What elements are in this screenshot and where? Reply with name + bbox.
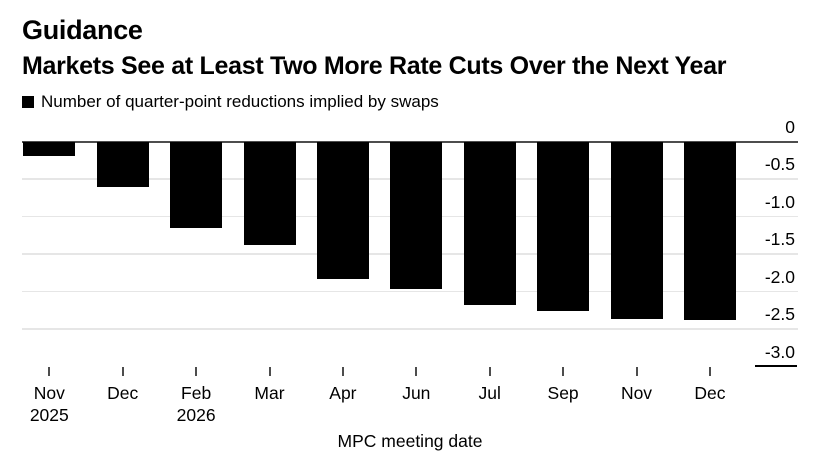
x-axis-label-month: Feb: [181, 383, 212, 403]
legend-label: Number of quarter-point reductions impli…: [41, 92, 439, 111]
chart-eyebrow-title: Guidance: [22, 15, 143, 45]
legend: Number of quarter-point reductions impli…: [22, 92, 439, 112]
bar-apr-4: [316, 142, 369, 279]
y-axis-label: -3.0: [764, 341, 795, 362]
x-axis-tick: [708, 367, 711, 376]
y-axis-label: -2.0: [764, 266, 795, 287]
x-axis-tick: [268, 367, 271, 376]
x-axis-tick: [341, 367, 344, 376]
x-axis-label-year: 2026: [176, 405, 216, 425]
y-axis-label: -0.5: [764, 154, 795, 175]
bar-sep-7: [537, 142, 590, 312]
y-axis-end-stub: [755, 365, 797, 368]
x-axis-tick: [488, 367, 491, 376]
x-axis-label-month: Jun: [402, 383, 431, 403]
x-axis-label-month: Sep: [547, 383, 579, 403]
bar-jun-5: [390, 142, 443, 289]
x-axis-label-month: Apr: [329, 383, 357, 403]
x-axis-label-year: 2025: [29, 405, 69, 425]
x-axis-title: MPC meeting date: [337, 431, 483, 451]
y-axis-label: -1.5: [764, 229, 795, 250]
bar-feb-2: [170, 142, 223, 228]
y-axis-label: -1.0: [764, 191, 795, 212]
legend-swatch-icon: [22, 96, 34, 108]
zero-baseline: [22, 140, 798, 143]
x-axis-tick: [48, 367, 51, 376]
x-axis-tick: [415, 367, 418, 376]
x-axis-tick: [635, 367, 638, 376]
x-axis-label-month: Mar: [254, 383, 285, 403]
x-axis-tick: [195, 367, 198, 376]
bar-dec-9: [683, 142, 736, 321]
bar-mar-3: [243, 142, 296, 246]
chart-headline: Markets See at Least Two More Rate Cuts …: [22, 52, 727, 80]
bar-jul-6: [463, 142, 516, 306]
x-axis-tick: [121, 367, 124, 376]
x-axis-tick: [562, 367, 565, 376]
gridline: [22, 290, 798, 293]
bar-dec-1: [96, 142, 149, 188]
x-axis-label-month: Dec: [107, 383, 139, 403]
x-axis-label-month: Jul: [478, 383, 501, 403]
x-axis-label-month: Dec: [694, 383, 726, 403]
x-axis-label-month: Nov: [620, 383, 653, 403]
x-axis-label-month: Nov: [33, 383, 65, 403]
y-axis-label: 0: [785, 116, 795, 137]
gridline: [22, 328, 798, 330]
bar-nov-0: [23, 142, 76, 156]
y-axis-label: -2.5: [764, 304, 795, 325]
bar-nov-8: [610, 142, 663, 320]
